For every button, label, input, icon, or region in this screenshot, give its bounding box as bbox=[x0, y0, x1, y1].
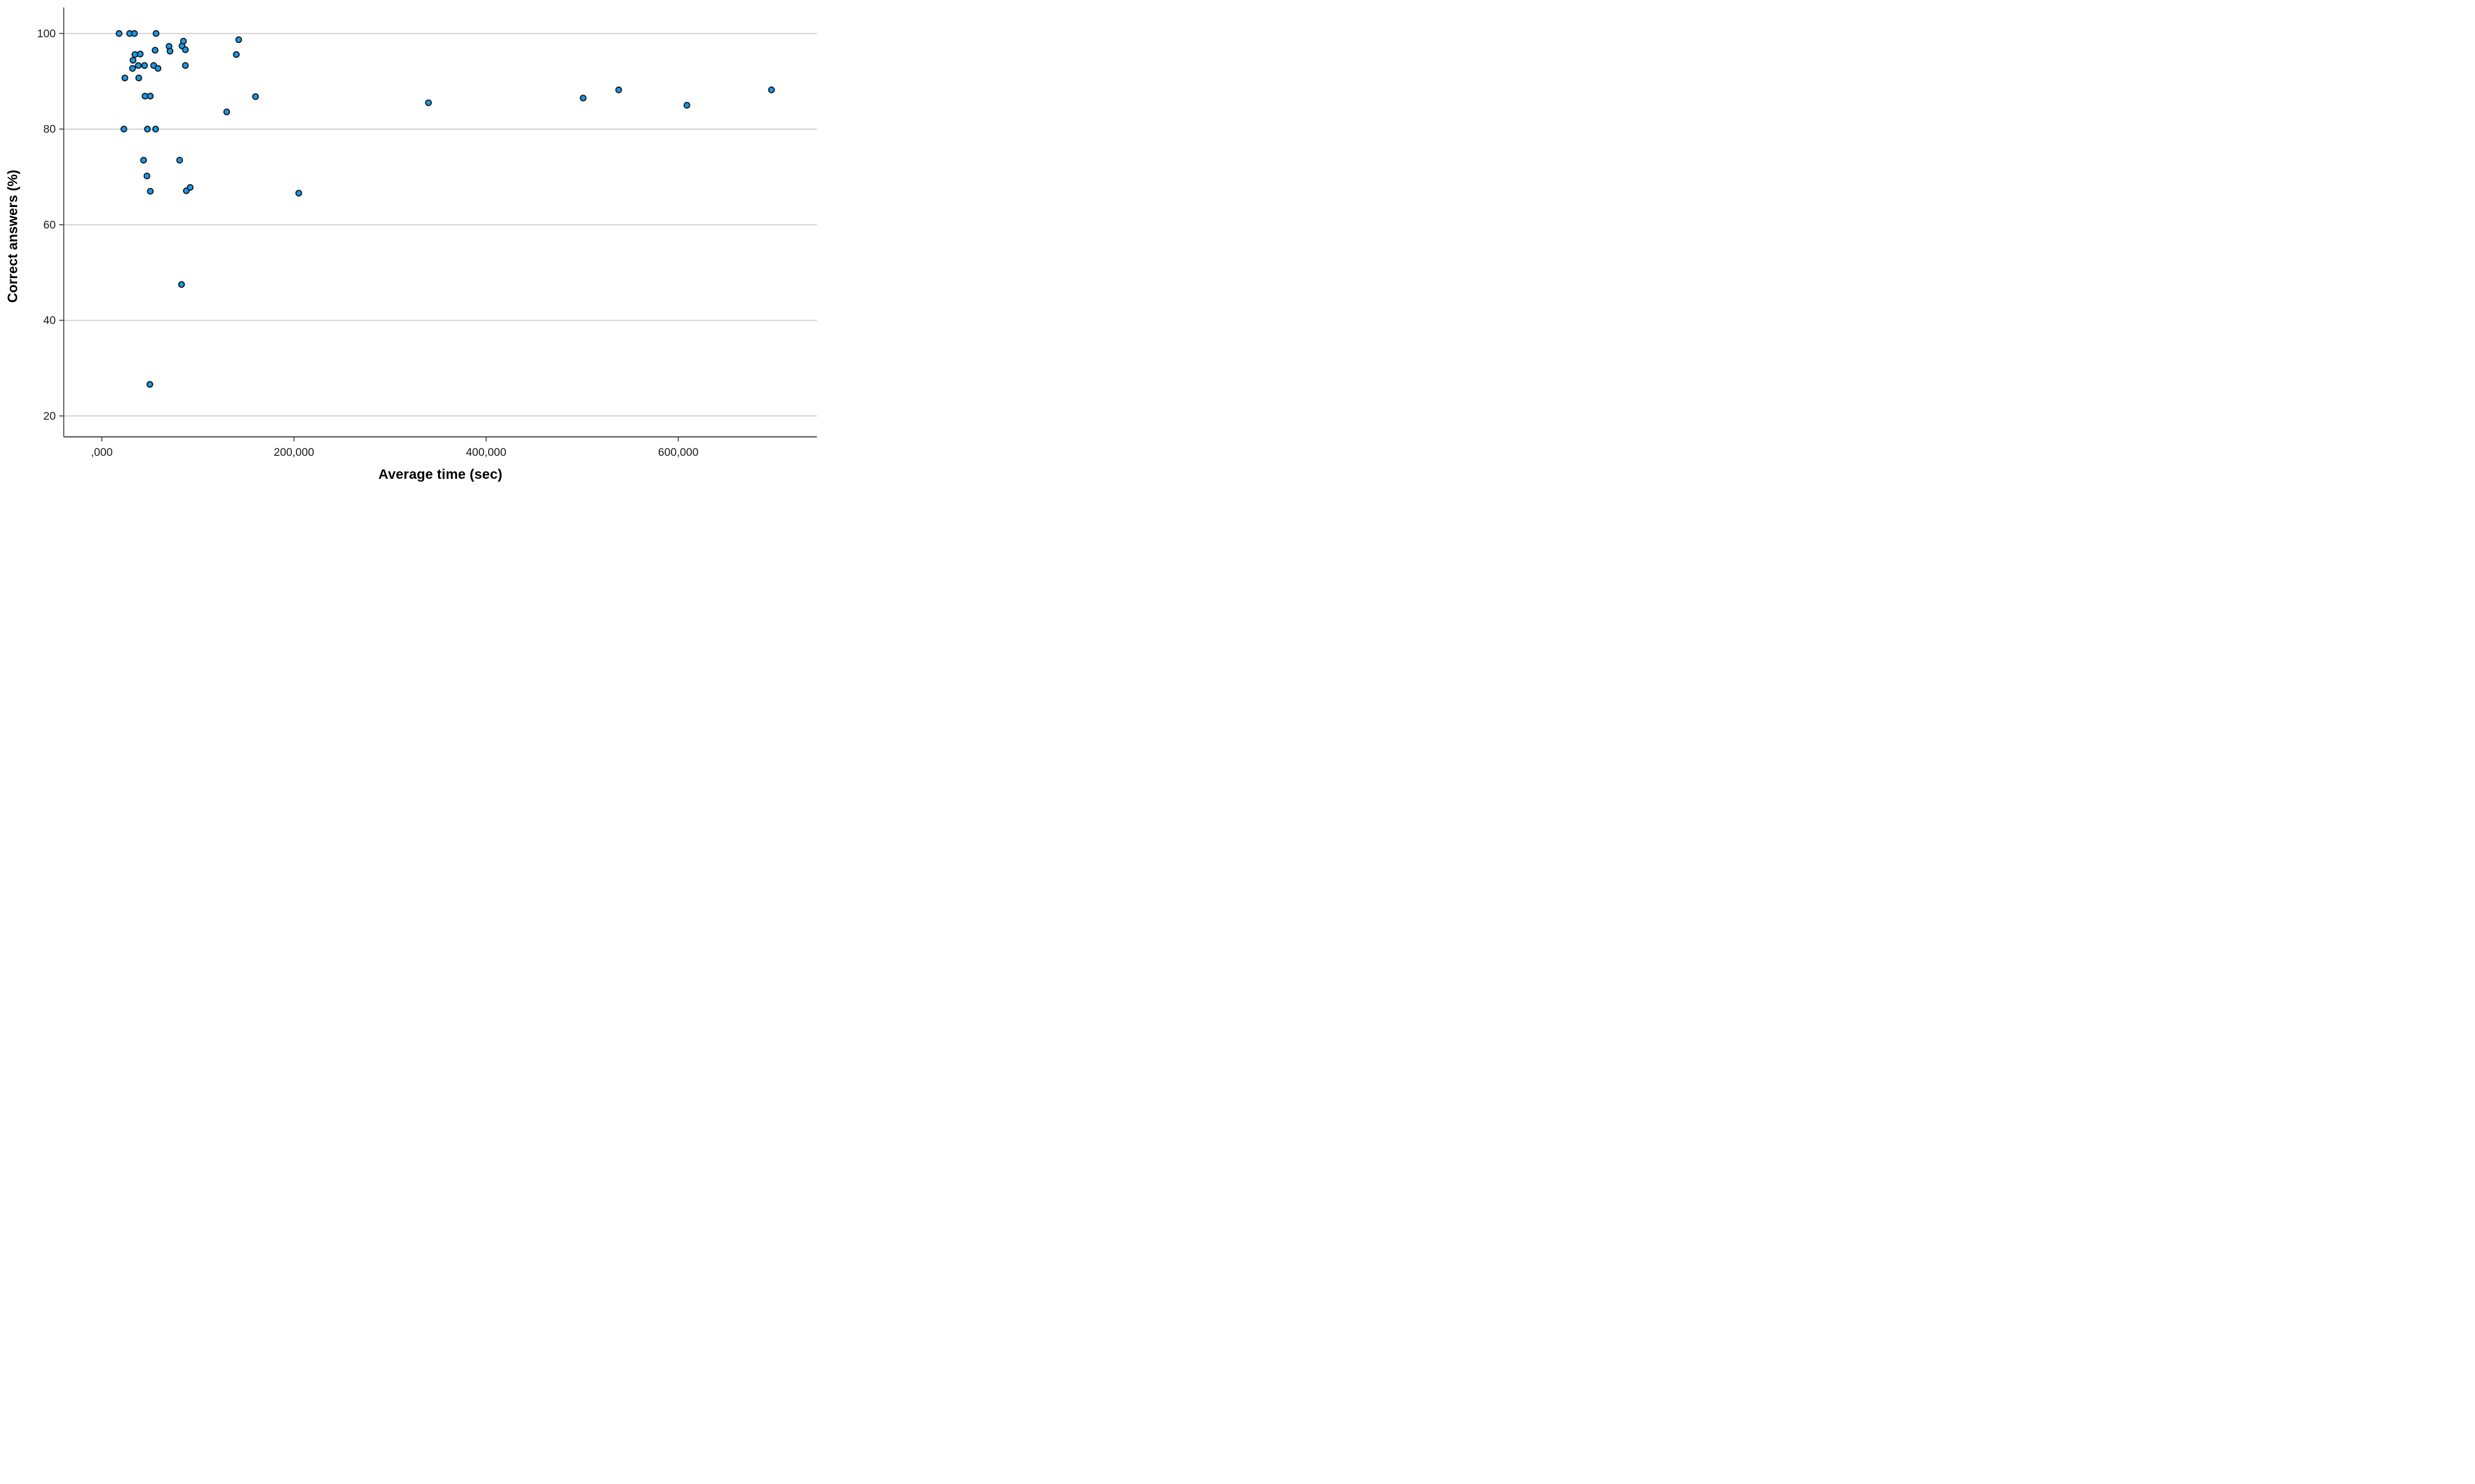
data-point bbox=[131, 30, 138, 37]
data-point bbox=[152, 126, 159, 133]
data-point bbox=[684, 101, 690, 109]
plot-area: 100 80 60 40 20 ,000 200,000 400,000 600,000 bbox=[37, 7, 817, 459]
y-axis-title: Correct answers (%) bbox=[5, 169, 21, 303]
data-point bbox=[151, 46, 159, 54]
data-point bbox=[182, 62, 189, 69]
data-point bbox=[144, 126, 151, 133]
data-point bbox=[154, 65, 162, 72]
data-point bbox=[136, 50, 144, 58]
data-point bbox=[615, 86, 622, 93]
data-point bbox=[166, 48, 174, 55]
data-point bbox=[186, 184, 194, 191]
y-tick-label: 100 bbox=[37, 28, 56, 40]
x-tick-label: ,000 bbox=[91, 446, 113, 459]
data-point bbox=[176, 157, 184, 164]
data-point bbox=[768, 86, 775, 93]
data-point bbox=[147, 188, 154, 195]
data-point bbox=[146, 381, 154, 388]
data-point bbox=[135, 62, 142, 69]
data-point bbox=[129, 65, 136, 72]
data-point bbox=[147, 92, 154, 100]
data-point bbox=[235, 36, 243, 44]
data-point bbox=[121, 75, 128, 81]
x-axis-title: Average time (sec) bbox=[378, 467, 503, 482]
data-point bbox=[135, 75, 142, 81]
data-point bbox=[233, 51, 240, 58]
data-point bbox=[223, 108, 231, 115]
data-point bbox=[141, 62, 148, 69]
y-tick-label: 20 bbox=[43, 410, 56, 423]
data-point bbox=[178, 281, 185, 288]
data-point bbox=[140, 157, 147, 164]
data-point bbox=[180, 37, 187, 45]
data-point bbox=[130, 57, 136, 64]
data-point bbox=[425, 99, 432, 107]
y-tick-label: 40 bbox=[43, 314, 56, 327]
data-point bbox=[182, 46, 189, 53]
x-tick-label: 200,000 bbox=[274, 446, 314, 459]
data-point bbox=[120, 126, 127, 133]
data-point bbox=[153, 30, 160, 37]
scatter-chart: 100 80 60 40 20 ,000 200,000 400,000 600,000 Ave… bbox=[0, 0, 826, 495]
y-tick-label: 80 bbox=[43, 123, 56, 136]
y-tick-label: 60 bbox=[43, 218, 56, 231]
data-point bbox=[580, 95, 587, 101]
data-point bbox=[295, 190, 302, 197]
data-point bbox=[115, 30, 123, 37]
data-point bbox=[143, 173, 151, 179]
x-tick-label: 400,000 bbox=[466, 446, 506, 459]
data-point bbox=[252, 93, 259, 100]
x-tick-label: 600,000 bbox=[658, 446, 699, 459]
